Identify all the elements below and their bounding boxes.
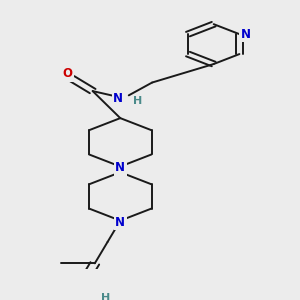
Text: O: O (62, 68, 72, 80)
Text: N: N (115, 216, 125, 229)
Text: N: N (115, 161, 125, 175)
Text: H: H (134, 96, 143, 106)
Text: H: H (101, 292, 110, 300)
Text: N: N (113, 92, 123, 105)
Text: N: N (241, 28, 251, 40)
